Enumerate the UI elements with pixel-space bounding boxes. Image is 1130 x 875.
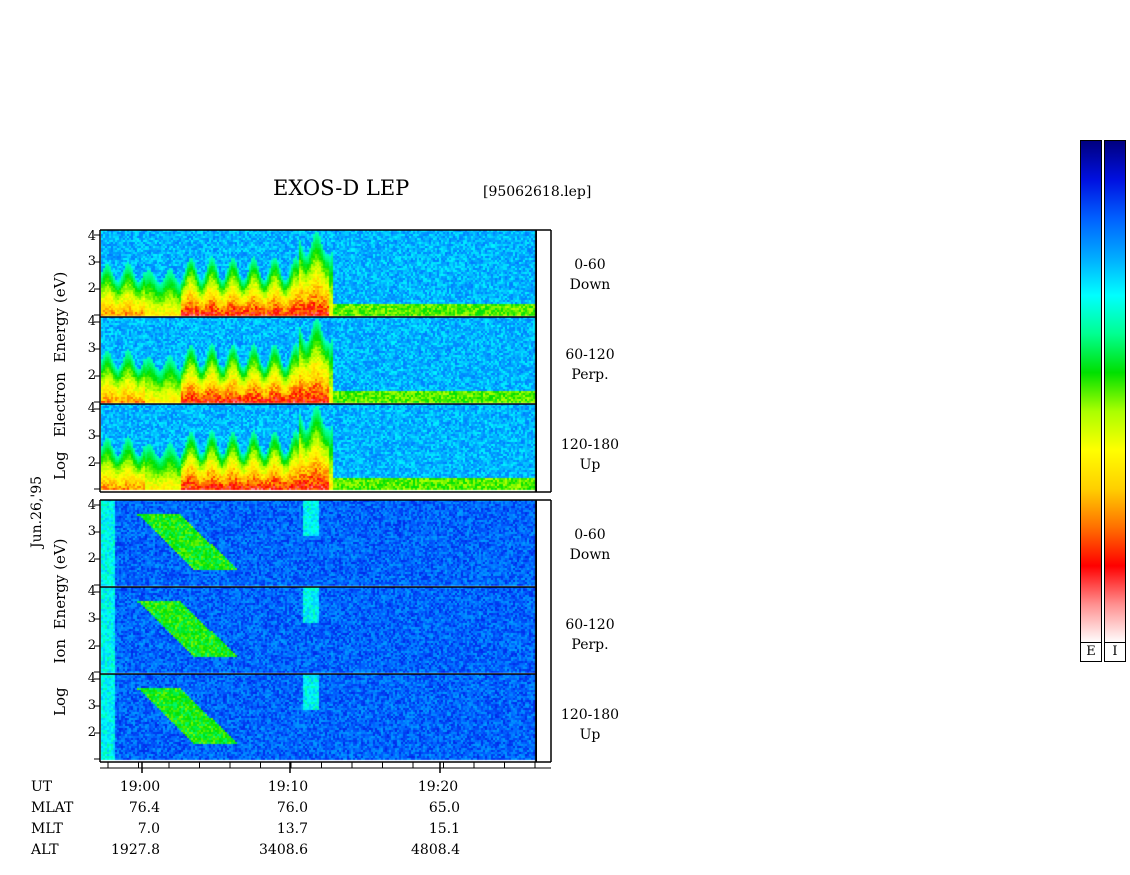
row-label-mlt: MLT	[31, 821, 63, 837]
tick-label: 4	[87, 498, 96, 513]
electron-colorbar	[1080, 140, 1102, 644]
panel-label-e-up: 120-180 Up	[560, 437, 620, 473]
row-label-mlat: MLAT	[31, 800, 74, 816]
tick-label: 2	[87, 455, 96, 470]
mlt-value: 13.7	[276, 821, 308, 837]
panel-label-e-perp: 60-120 Perp.	[565, 347, 615, 383]
time-tick-label: 19:00	[119, 779, 161, 795]
electron-spectrogram	[101, 230, 537, 492]
tick-label: 4	[87, 671, 96, 686]
tick-label: 2	[87, 638, 96, 653]
time-tick-label: 19:10	[267, 779, 309, 795]
ion-colorbar-label: I	[1104, 642, 1126, 662]
ion-colorbar	[1104, 140, 1126, 644]
mlat-value: 76.0	[276, 800, 308, 816]
time-tick-label: 19:20	[417, 779, 459, 795]
alt-value: 3408.6	[259, 842, 308, 858]
tick-label: 4	[87, 584, 96, 599]
row-label-ut: UT	[31, 779, 53, 795]
tick-label: 3	[87, 524, 96, 539]
electron-colorbar-label: E	[1080, 642, 1102, 662]
row-label-alt: ALT	[31, 842, 59, 858]
tick-label: 2	[87, 368, 96, 383]
mlt-value: 7.0	[137, 821, 160, 837]
ion-spectrogram	[101, 500, 537, 762]
panel-label-i-perp: 60-120 Perp.	[565, 617, 615, 653]
alt-value: 1927.8	[111, 842, 160, 858]
tick-label: 3	[87, 698, 96, 713]
mlat-value: 65.0	[428, 800, 460, 816]
mlat-value: 76.4	[128, 800, 160, 816]
alt-value: 4808.4	[411, 842, 460, 858]
tick-label: 3	[87, 428, 96, 443]
tick-label: 3	[87, 341, 96, 356]
tick-label: 4	[87, 229, 96, 244]
file-label: [95062618.lep]	[483, 184, 592, 200]
panel-label-i-up: 120-180 Up	[560, 707, 620, 743]
mlt-value: 15.1	[428, 821, 460, 837]
tick-label: 3	[87, 611, 96, 626]
tick-label: 2	[87, 725, 96, 740]
tick-label: 4	[87, 314, 96, 329]
tick-label: 4	[87, 401, 96, 416]
chart-title: EXOS-D LEP	[273, 176, 410, 200]
panel-label-i-down: 0-60 Down	[569, 527, 611, 563]
tick-label: 2	[87, 281, 96, 296]
tick-label: 2	[87, 551, 96, 566]
panel-label-e-down: 0-60 Down	[569, 257, 611, 293]
tick-label: 3	[87, 254, 96, 269]
